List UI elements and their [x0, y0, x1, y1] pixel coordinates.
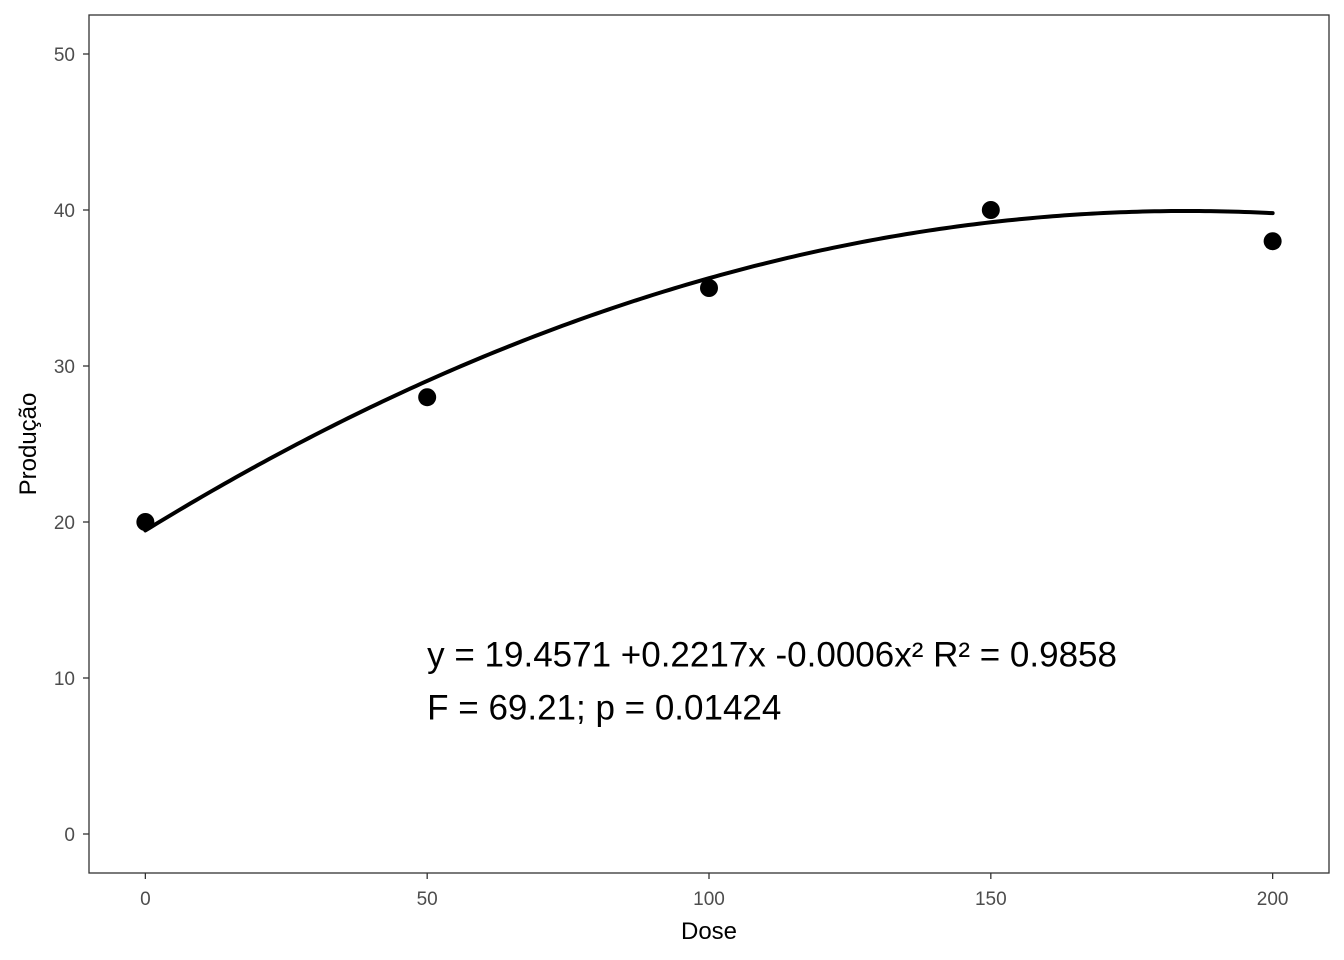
x-tick-label: 0 [140, 889, 151, 910]
data-point [1263, 232, 1282, 251]
x-tick-label: 50 [417, 889, 438, 910]
panel-border [88, 14, 1330, 874]
x-tick-label: 200 [1257, 889, 1289, 910]
y-tick-label: 20 [54, 513, 75, 534]
annotation-line-1: y = 19.4571 +0.2217x -0.0006x² R² = 0.98… [427, 636, 1117, 675]
axis-ticks: 0 50 100 150 200 0 10 20 30 40 50 [54, 45, 1289, 910]
y-tick-label: 30 [54, 357, 75, 378]
x-tick-label: 100 [693, 889, 725, 910]
data-point [418, 388, 437, 407]
data-point [981, 201, 1000, 219]
x-axis-title: Dose [681, 918, 737, 945]
y-tick-label: 40 [54, 201, 75, 222]
equation-annotation: y = 19.4571 +0.2217x -0.0006x² R² = 0.98… [427, 636, 1117, 728]
fit-curve [143, 208, 1275, 533]
y-axis-title: Produção [15, 393, 42, 496]
data-points [136, 201, 1282, 531]
annotation-line-2: F = 69.21; p = 0.01424 [427, 689, 781, 728]
fit-curve-group [143, 208, 1275, 533]
data-point [136, 513, 155, 531]
y-tick-label: 50 [54, 45, 75, 66]
y-tick-label: 0 [64, 825, 75, 846]
x-tick-label: 150 [975, 889, 1007, 910]
data-point [700, 279, 718, 297]
y-tick-label: 10 [54, 669, 75, 690]
